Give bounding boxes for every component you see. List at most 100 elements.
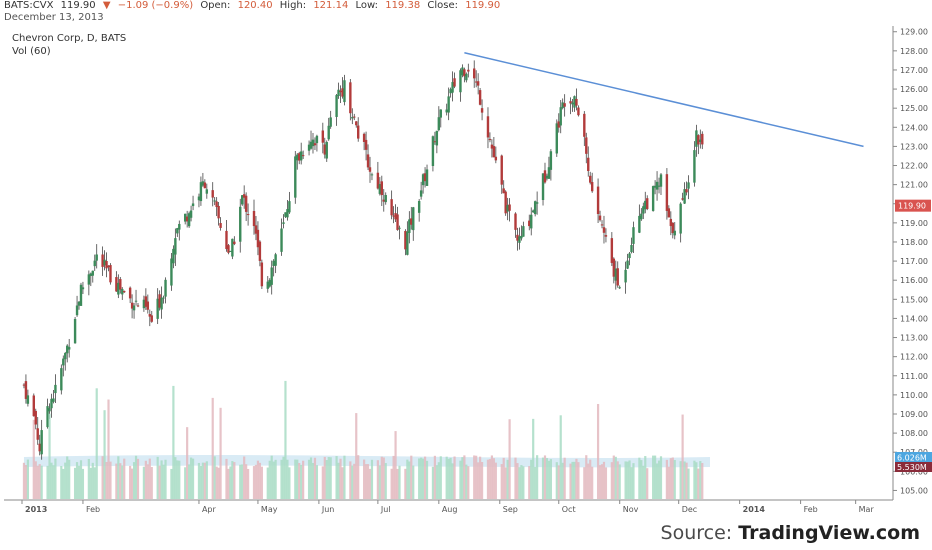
candle-body — [254, 225, 258, 234]
volume-bar — [685, 462, 688, 499]
candle-body — [205, 189, 209, 194]
candle-body — [461, 67, 464, 76]
volume-bar — [555, 462, 558, 499]
series-legend: Chevron Corp, D, BATS — [12, 33, 127, 44]
candle-body — [91, 270, 94, 276]
volume-bar — [425, 460, 429, 499]
candle-body — [575, 98, 578, 106]
y-tick-label: 125.00 — [900, 104, 928, 113]
volume-bar — [184, 467, 187, 499]
volume-bar — [129, 465, 132, 499]
volume-bar — [164, 459, 167, 499]
candle-body — [362, 133, 366, 142]
candle-body — [162, 297, 165, 299]
volume-bar — [479, 456, 482, 499]
quote-header: BATS:CVX 119.90 ▼ −1.09 (−0.9%) Open: 12… — [4, 0, 504, 24]
candle-body — [301, 155, 305, 157]
candle-body — [659, 174, 663, 187]
volume-bar — [315, 465, 319, 499]
candle-body — [270, 267, 273, 285]
candle-body — [307, 144, 311, 151]
candle-body — [514, 213, 517, 230]
volume-bar — [197, 462, 201, 499]
candle-body — [266, 281, 269, 289]
volume-bar — [398, 465, 401, 499]
volume-bar — [587, 463, 590, 499]
candle-body — [217, 205, 220, 219]
volume-bar — [307, 459, 311, 499]
y-tick-label: 117.00 — [900, 257, 928, 266]
volume-bar — [339, 458, 342, 499]
volume-bar — [256, 460, 260, 499]
candle-body — [451, 82, 454, 93]
candle-body — [93, 260, 96, 267]
symbol-label: BATS:CVX — [4, 0, 54, 11]
candle-body — [587, 157, 590, 172]
x-tick-label: 2013 — [25, 505, 47, 514]
candle-body — [543, 170, 547, 183]
volume-bar — [630, 467, 633, 499]
candle-body — [693, 150, 696, 183]
volume-bar — [628, 460, 631, 499]
y-tick-label: 115.00 — [900, 295, 928, 304]
volume-tag — [895, 452, 932, 463]
candle-body — [244, 195, 248, 212]
candle-body — [602, 227, 606, 233]
volume-bar — [638, 457, 641, 499]
volume-bar — [543, 455, 547, 499]
volume-bar — [378, 465, 381, 499]
candle-body — [258, 241, 262, 261]
volume-bar — [229, 466, 232, 499]
volume-bar — [465, 464, 468, 499]
volume-bar — [681, 414, 684, 499]
volume-bar — [136, 458, 140, 499]
candle-body — [640, 213, 643, 220]
volume-bar — [520, 465, 523, 499]
candle-body — [34, 410, 37, 425]
candle-body — [695, 130, 698, 147]
candle-body — [545, 175, 549, 179]
volume-bar — [288, 467, 291, 499]
volume-bar — [119, 463, 122, 499]
volume-bar — [26, 459, 29, 499]
volume-bar — [22, 462, 26, 499]
x-tick-label: Apr — [202, 505, 217, 514]
source-prefix: Source: — [660, 522, 739, 544]
volume-bar — [506, 459, 509, 499]
candle-body — [669, 218, 673, 227]
volume-bar — [502, 457, 505, 499]
candle-body — [628, 253, 631, 259]
candle-body — [653, 185, 657, 188]
volume-bar — [89, 467, 92, 499]
candle-body — [638, 215, 641, 233]
candle-body — [404, 230, 407, 250]
volume-bar — [109, 461, 112, 499]
candle-body — [376, 172, 380, 189]
candle-body — [569, 101, 572, 104]
trendline — [464, 52, 864, 148]
y-tick-label: 108.00 — [900, 429, 928, 438]
volume-bar — [490, 455, 494, 499]
x-tick-label: May — [261, 505, 278, 514]
candle-body — [101, 254, 104, 267]
volume-tag-label: 5.530M — [897, 463, 927, 472]
volume-bar — [610, 462, 613, 499]
candle-body — [77, 301, 81, 306]
volume-bar — [274, 459, 277, 499]
volume-bar — [134, 455, 138, 499]
volume-bar — [46, 465, 49, 499]
volume-bar — [349, 461, 352, 499]
volume-bar — [591, 466, 594, 499]
volume-bar — [160, 460, 163, 499]
candle-body — [233, 241, 236, 245]
candle-body — [520, 235, 523, 239]
candle-body — [284, 212, 287, 217]
candle-body — [392, 215, 395, 217]
candle-body — [419, 190, 423, 197]
volume-bar — [522, 466, 525, 499]
volume-bar — [589, 459, 592, 499]
candle-body — [447, 96, 450, 113]
volume-bar — [646, 468, 649, 499]
volume-bar — [695, 462, 698, 499]
